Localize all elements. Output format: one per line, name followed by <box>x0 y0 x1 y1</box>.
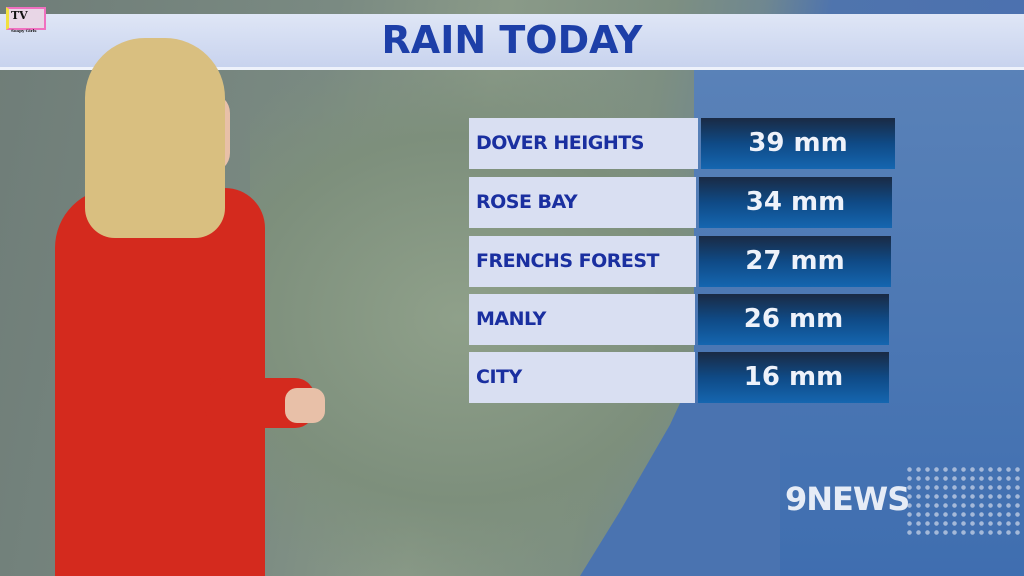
rainfall-value: 27 mm <box>699 236 891 287</box>
location-label: ROSE BAY <box>469 177 696 228</box>
graphic-title: RAIN TODAY <box>381 18 643 62</box>
location-label: MANLY <box>469 294 695 345</box>
presenter-hands <box>285 388 325 423</box>
rainfall-value: 26 mm <box>698 294 889 345</box>
presenter-hair <box>85 38 225 238</box>
channel-logo: 9NEWS <box>785 480 910 518</box>
watermark-text: TV <box>11 9 28 22</box>
rainfall-value: 34 mm <box>699 177 892 228</box>
location-label: CITY <box>469 352 695 403</box>
watermark-sub: Soapy Girls <box>11 28 37 33</box>
watermark-logo: TV Soapy Girls <box>6 7 46 33</box>
rainfall-value: 39 mm <box>701 118 895 169</box>
location-label: DOVER HEIGHTS <box>469 118 698 169</box>
weather-presenter <box>55 38 335 576</box>
logo-dot-pattern <box>905 465 1024 535</box>
location-label: FRENCHS FOREST <box>469 236 696 287</box>
rainfall-value: 16 mm <box>698 352 889 403</box>
